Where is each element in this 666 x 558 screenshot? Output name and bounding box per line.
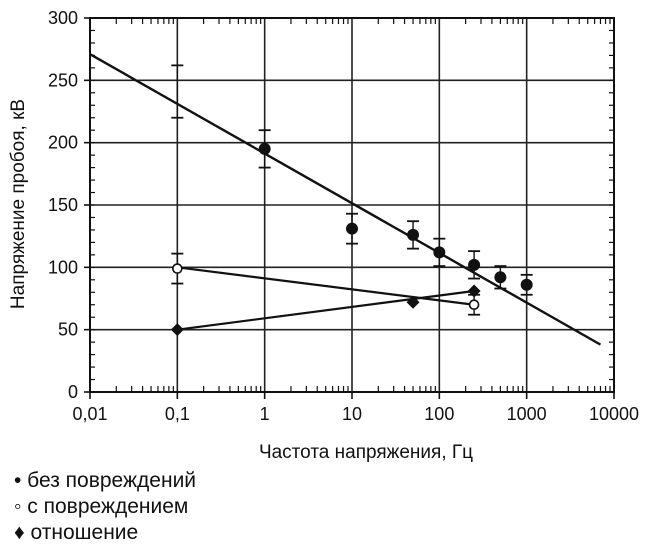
y-tick-label-2: 100 (48, 257, 78, 277)
point-open-circle-1 (468, 299, 480, 311)
legend-label-0: • без повреждений (14, 469, 197, 492)
fit-line-2 (177, 289, 475, 331)
point-filled-circle-6 (520, 278, 533, 291)
point-diamond-1 (406, 295, 420, 309)
point-diamond-2 (467, 284, 481, 298)
grid (89, 17, 615, 393)
y-tick-label-3: 150 (48, 195, 78, 215)
legend-item-2: ♦ отношение (14, 520, 196, 546)
x-tick-label-4: 100 (424, 404, 454, 424)
x-tick-label-0: 0,01 (72, 404, 107, 424)
fit-line-0 (89, 53, 602, 346)
x-tick-label-6: 10000 (589, 404, 639, 424)
x-tick-label-5: 1000 (507, 404, 547, 424)
legend-item-1: ◦ с повреждением (14, 494, 196, 520)
y-tick-label-4: 200 (48, 133, 78, 153)
x-axis-title: Частота напряжения, Гц (259, 442, 473, 463)
legend-label-1: ◦ с повреждением (14, 495, 189, 518)
axes (84, 17, 615, 399)
point-filled-circle-1 (346, 222, 358, 235)
error-bars (171, 64, 533, 316)
point-filled-circle-2 (407, 228, 420, 241)
legend-label-2: ♦ отношение (14, 521, 139, 544)
point-filled-circle-5 (494, 271, 507, 284)
point-filled-circle-4 (468, 258, 481, 271)
x-tick-label-2: 1 (260, 404, 270, 424)
y-tick-label-0: 0 (68, 382, 78, 402)
x-tick-label-1: 0,1 (165, 404, 190, 424)
y-tick-label-6: 300 (48, 8, 78, 28)
fit-lines (89, 53, 602, 346)
x-tick-label-3: 10 (342, 404, 362, 424)
fit-line-1 (177, 266, 475, 306)
point-filled-circle-3 (433, 246, 446, 259)
y-tick-label-1: 50 (58, 320, 78, 340)
tick-labels: 0,01 0,1 1 10 100 1000 10000 0 50 100 150 200 250 300 (48, 8, 639, 424)
data-points (170, 142, 533, 337)
legend: • без повреждений ◦ с повреждением ♦ отн… (14, 468, 196, 546)
point-filled-circle-0 (258, 142, 271, 155)
legend-item-0: • без повреждений (14, 468, 196, 494)
y-tick-label-5: 250 (48, 70, 78, 90)
point-diamond-0 (170, 323, 184, 337)
point-open-circle-0 (172, 263, 183, 274)
y-axis-title: Напряжение пробоя, кВ (8, 99, 29, 309)
